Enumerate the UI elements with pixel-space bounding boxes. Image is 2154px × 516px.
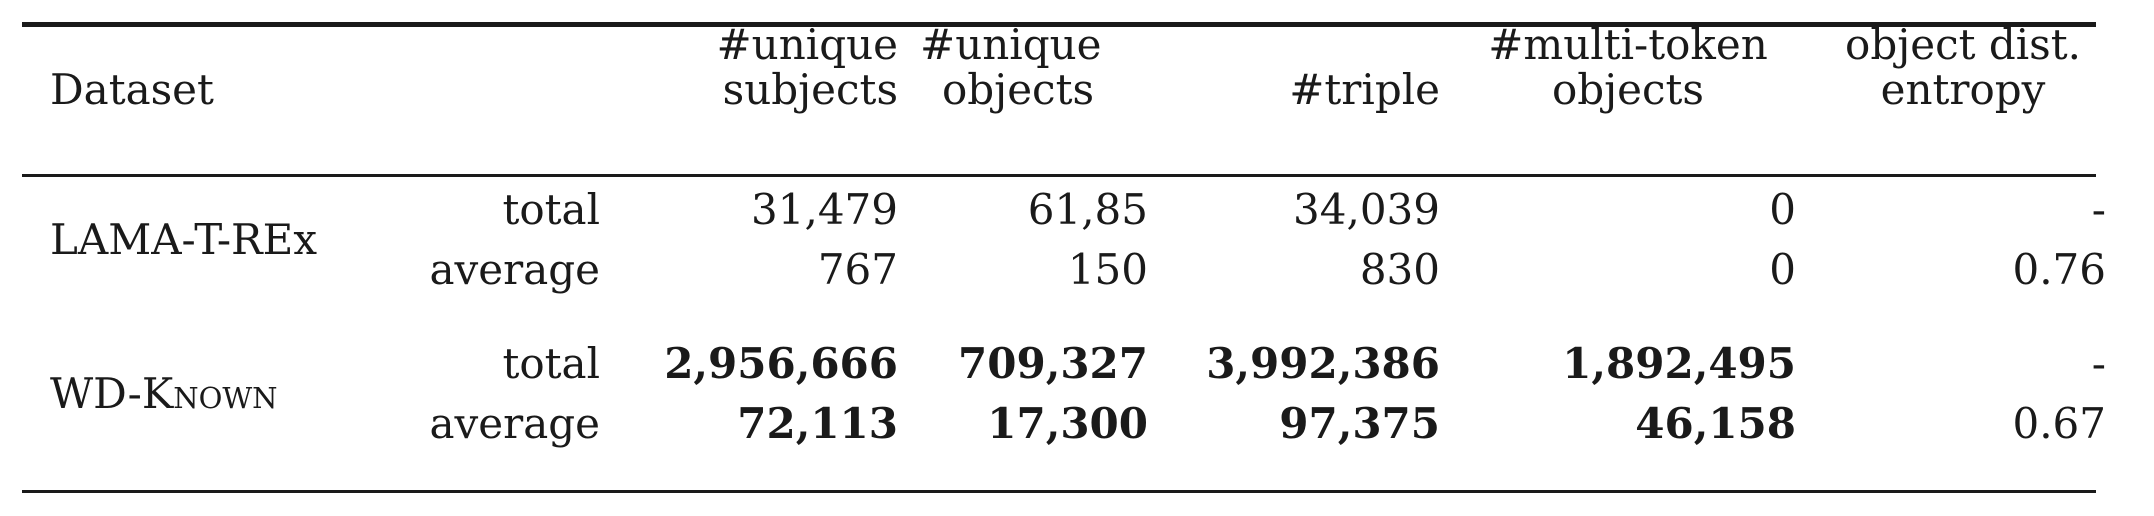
header-unique-objects-line2: objects [942, 65, 1095, 114]
table-header-rule [22, 174, 2096, 177]
cell-triple: 830 [1359, 245, 1440, 294]
cell-multi-token-objects: 46,158 [1635, 399, 1796, 448]
row-label-average: average [429, 399, 600, 448]
header-multi-token-line2: objects [1551, 65, 1704, 114]
cell-unique-subjects: 72,113 [737, 399, 898, 448]
cell-entropy: 0.67 [2012, 399, 2106, 448]
row-label-total: total [502, 339, 600, 388]
row-label-average: average [429, 245, 600, 294]
cell-triple: 97,375 [1279, 399, 1440, 448]
cell-triple: 34,039 [1293, 185, 1440, 234]
cell-multi-token-objects: 1,892,495 [1562, 339, 1796, 388]
cell-entropy: 0.76 [2012, 245, 2106, 294]
cell-unique-objects: 61,85 [1027, 185, 1148, 234]
table-bottom-rule [22, 490, 2096, 493]
cell-unique-subjects: 2,956,666 [664, 339, 898, 388]
header-entropy-line2: entropy [1880, 65, 2046, 114]
header-unique-subjects-line1: #unique [716, 20, 898, 69]
cell-multi-token-objects: 0 [1769, 185, 1796, 234]
dataset-name-wd-known: WD-Known [50, 369, 278, 418]
cell-unique-objects: 709,327 [958, 339, 1148, 388]
cell-unique-objects: 17,300 [987, 399, 1148, 448]
header-unique-subjects-line2: subjects [722, 65, 898, 114]
cell-multi-token-objects: 0 [1769, 245, 1796, 294]
cell-entropy: - [2091, 185, 2106, 234]
header-triple: #triple [1289, 65, 1440, 114]
header-multi-token-line1: #multi-token [1488, 20, 1768, 69]
cell-triple: 3,992,386 [1206, 339, 1440, 388]
cell-entropy: - [2091, 339, 2106, 388]
cell-unique-objects: 150 [1067, 245, 1148, 294]
header-unique-objects-line1: #unique [920, 20, 1102, 69]
header-entropy-line1: object dist. [1845, 20, 2081, 69]
row-label-total: total [502, 185, 600, 234]
header-dataset: Dataset [50, 65, 214, 114]
table-top-rule [22, 22, 2096, 27]
cell-unique-subjects: 31,479 [751, 185, 898, 234]
dataset-name-lama-trex: LAMA-T-REx [50, 215, 318, 264]
cell-unique-subjects: 767 [817, 245, 898, 294]
